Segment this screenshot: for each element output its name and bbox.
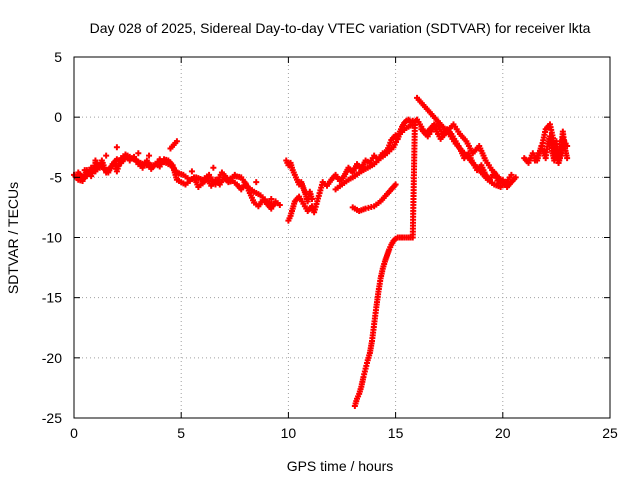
data-point: [268, 195, 275, 202]
data-points: [71, 94, 571, 409]
data-point: [231, 171, 238, 178]
data-point: [270, 202, 277, 209]
x-axis-label: GPS time / hours: [287, 458, 394, 474]
x-tick-label: 25: [602, 425, 618, 441]
data-point: [210, 164, 217, 171]
data-point: [253, 179, 260, 186]
x-tick-label: 20: [495, 425, 511, 441]
y-tick-label: -15: [42, 290, 62, 306]
data-point: [308, 195, 315, 202]
x-tick-label: 0: [70, 425, 78, 441]
y-tick-label: -5: [50, 169, 63, 185]
data-point: [113, 144, 120, 151]
axis-ticks: 0 5 10 15 20 25 5 0 -5 -10 -15 -20 -25: [42, 49, 618, 441]
data-point: [173, 138, 180, 145]
data-point: [564, 143, 571, 150]
chart-title: Day 028 of 2025, Sidereal Day-to-day VTE…: [90, 20, 591, 36]
x-tick-label: 10: [281, 425, 297, 441]
data-point: [512, 174, 519, 181]
data-point: [276, 202, 283, 209]
data-point: [81, 167, 88, 174]
data-point: [564, 155, 571, 162]
data-point: [146, 152, 153, 159]
x-tick-label: 5: [177, 425, 185, 441]
grid-lines: [74, 57, 610, 418]
data-point: [156, 156, 163, 163]
y-tick-label: -20: [42, 350, 62, 366]
data-point: [392, 181, 399, 188]
data-point: [508, 171, 515, 178]
y-tick-label: -25: [42, 410, 62, 426]
y-tick-label: 0: [54, 109, 62, 125]
y-tick-label: 5: [54, 49, 62, 65]
data-point: [188, 168, 195, 175]
data-point: [92, 157, 99, 164]
y-axis-label: SDTVAR / TECUs: [5, 182, 21, 294]
data-point: [135, 150, 142, 157]
y-tick-label: -10: [42, 230, 62, 246]
x-tick-label: 15: [388, 425, 404, 441]
data-point: [103, 152, 110, 159]
